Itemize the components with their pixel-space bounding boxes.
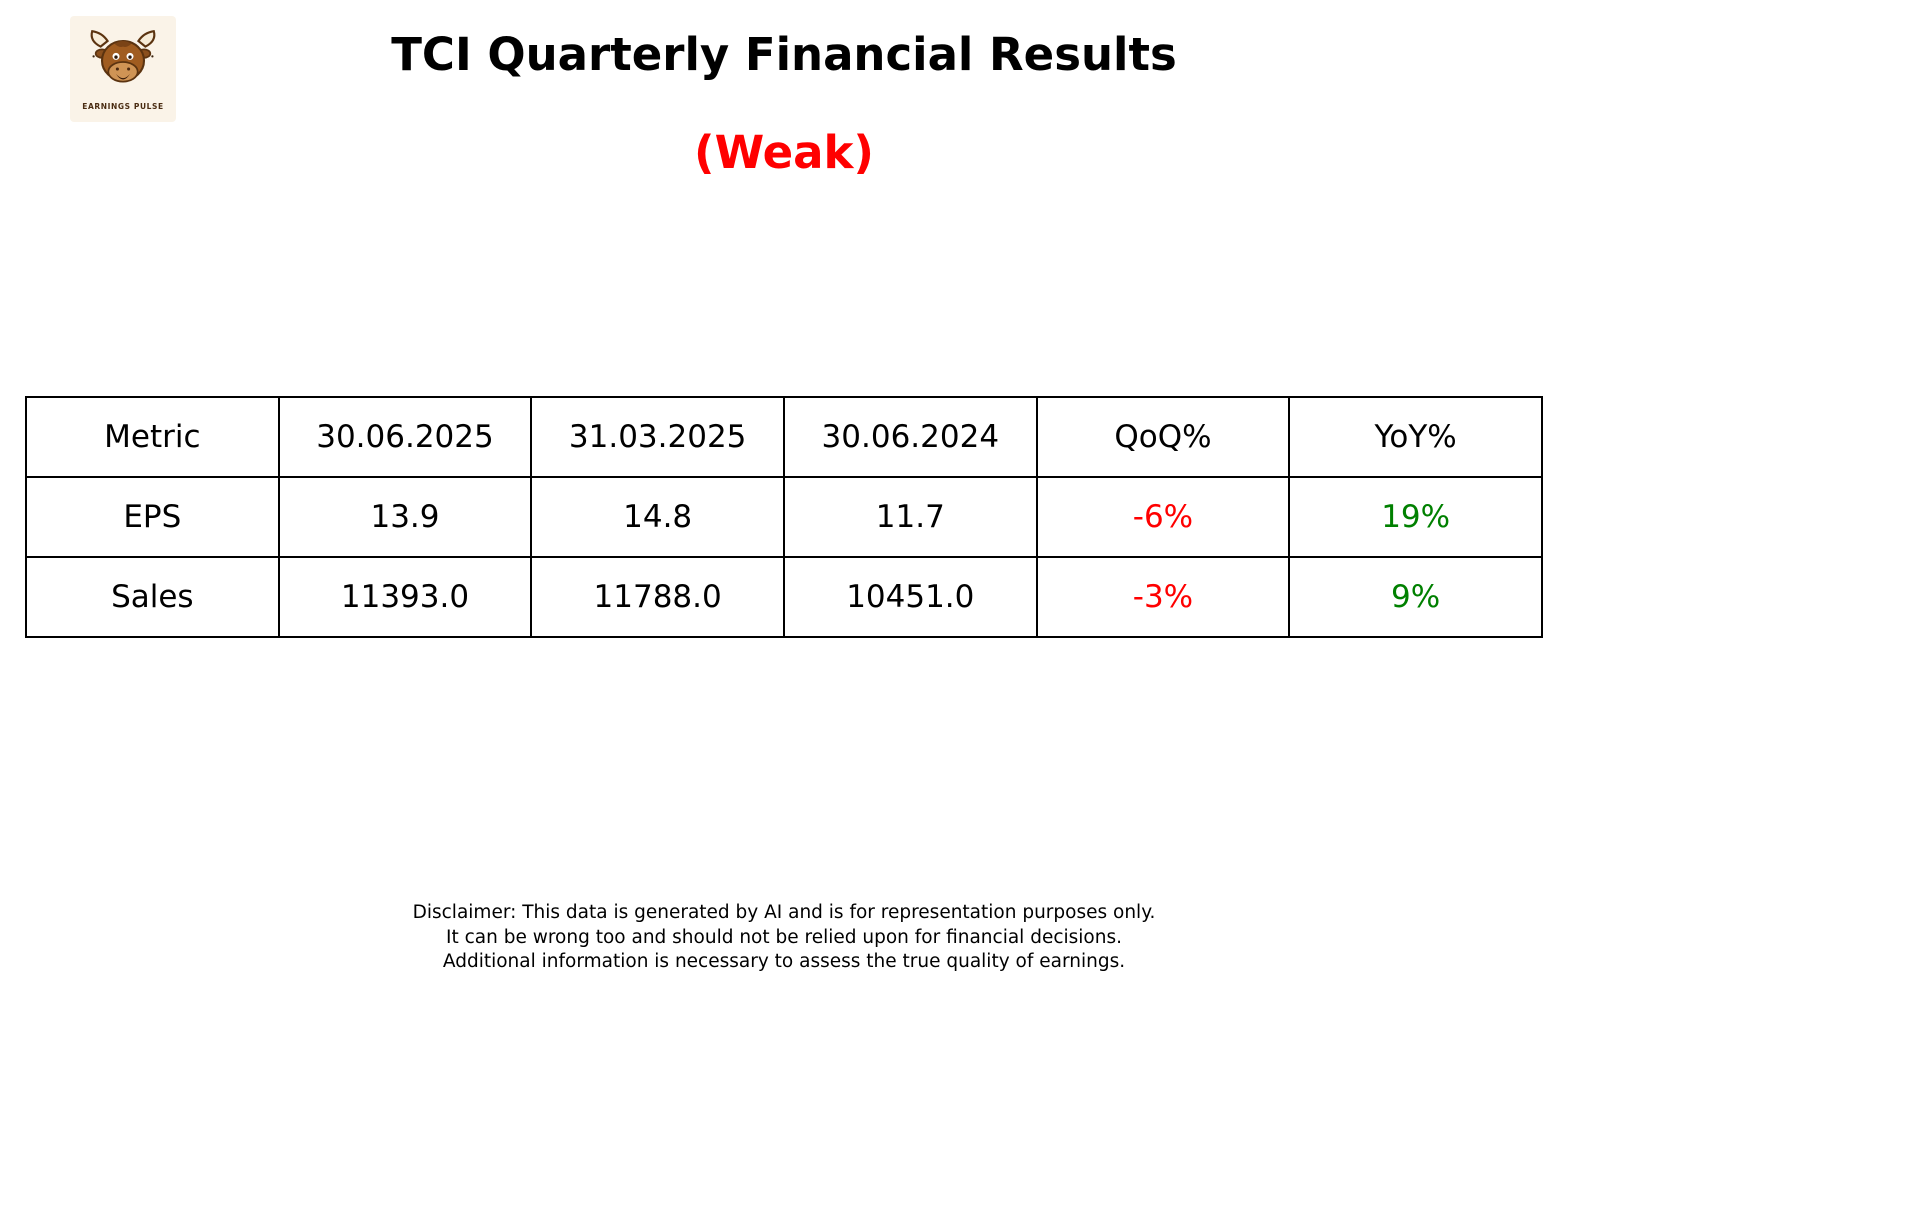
qoq-change-cell: -6% — [1035, 476, 1291, 558]
header-cell-current-quarter: 30.06.2025 — [277, 396, 533, 478]
metric-cell: EPS — [25, 476, 280, 558]
header-cell-qoq: QoQ% — [1035, 396, 1291, 478]
header-cell-year-ago-quarter: 30.06.2024 — [782, 396, 1038, 478]
page-title: TCI Quarterly Financial Results — [391, 28, 1177, 81]
header-cell-previous-quarter: 31.03.2025 — [530, 396, 785, 478]
qoq-change-cell: -3% — [1035, 556, 1291, 638]
metric-cell: Sales — [25, 556, 280, 638]
header-cell-yoy: YoY% — [1288, 396, 1543, 478]
disclaimer-line: It can be wrong too and should not be re… — [446, 926, 1122, 948]
table-row-sales: Sales 11393.0 11788.0 10451.0 -3% 9% — [25, 556, 1543, 638]
table-header-row: Metric 30.06.2025 31.03.2025 30.06.2024 … — [25, 396, 1543, 478]
value-cell: 11.7 — [782, 476, 1038, 558]
bull-icon — [86, 27, 160, 101]
value-cell: 11393.0 — [277, 556, 533, 638]
quarterly-results-table: Metric 30.06.2025 31.03.2025 30.06.2024 … — [25, 396, 1543, 638]
logo-brand-text: EARNINGS PULSE — [82, 102, 164, 111]
earnings-pulse-logo: EARNINGS PULSE — [70, 16, 176, 122]
table-row-eps: EPS 13.9 14.8 11.7 -6% 19% — [25, 476, 1543, 558]
disclaimer-line: Disclaimer: This data is generated by AI… — [412, 902, 1156, 923]
yoy-change-cell: 19% — [1288, 476, 1543, 558]
header-cell-metric: Metric — [25, 396, 280, 478]
disclaimer-line: Additional information is necessary to a… — [442, 951, 1126, 972]
value-cell: 11788.0 — [530, 556, 785, 638]
value-cell: 10451.0 — [782, 556, 1038, 638]
value-cell: 13.9 — [277, 476, 533, 558]
yoy-change-cell: 9% — [1288, 556, 1543, 638]
result-quality-subtitle: (Weak) — [694, 126, 874, 179]
disclaimer: Disclaimer: This data is generated by AI… — [25, 901, 1543, 975]
value-cell: 14.8 — [530, 476, 785, 558]
